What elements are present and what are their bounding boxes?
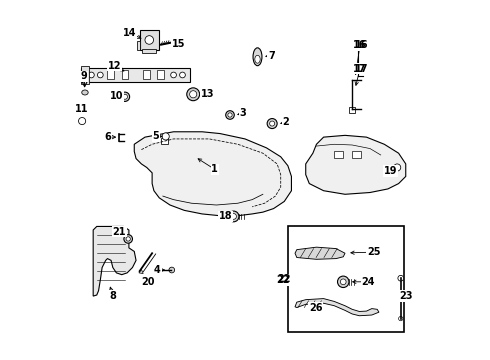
Text: 5: 5 [152,131,159,141]
Circle shape [171,72,176,78]
Circle shape [98,72,103,78]
Bar [352,152,361,158]
Bar [157,70,164,79]
Text: 10: 10 [110,91,123,101]
Text: 17: 17 [355,64,368,73]
Text: 13: 13 [201,89,214,99]
Text: 23: 23 [400,291,413,301]
Circle shape [89,72,94,78]
Bar [143,49,156,53]
Bar [122,70,128,79]
Text: 15: 15 [172,39,186,49]
Circle shape [121,92,130,102]
Text: 7: 7 [268,51,275,61]
Text: 14: 14 [123,28,137,38]
Bar [140,30,159,50]
Circle shape [190,91,197,98]
Text: 9: 9 [80,71,87,81]
Text: 16: 16 [355,40,368,50]
Circle shape [180,72,185,78]
Circle shape [126,237,130,241]
Circle shape [338,276,349,288]
Bar [348,108,355,113]
Bar [143,70,149,79]
Text: 17: 17 [353,64,367,73]
PathPatch shape [93,226,136,296]
Text: 2: 2 [283,117,290,127]
Text: 16: 16 [353,40,367,50]
Text: 21: 21 [113,227,126,237]
Text: 25: 25 [367,247,380,257]
Bar [334,152,343,158]
Circle shape [169,267,174,273]
Circle shape [122,94,127,99]
Bar [288,226,404,332]
Circle shape [231,213,237,219]
Text: 1: 1 [211,164,218,174]
Text: 24: 24 [362,277,375,287]
Ellipse shape [255,55,260,63]
Polygon shape [139,269,143,274]
PathPatch shape [295,298,379,316]
Ellipse shape [82,90,88,95]
Text: 26: 26 [309,303,322,313]
Circle shape [124,235,132,243]
Circle shape [162,133,169,140]
Text: 22: 22 [276,275,289,285]
Bar [161,138,168,144]
Circle shape [145,36,153,44]
Text: 11: 11 [74,104,88,114]
Text: 8: 8 [109,291,116,301]
Circle shape [187,88,199,101]
Circle shape [226,111,234,119]
Text: 20: 20 [141,277,154,287]
Text: 19: 19 [384,166,397,176]
Circle shape [228,113,232,117]
PathPatch shape [295,247,345,259]
Bar [137,41,140,50]
PathPatch shape [134,132,292,216]
Text: 12: 12 [108,61,122,71]
Text: 3: 3 [240,108,246,118]
Text: 4: 4 [154,265,161,275]
Text: 22: 22 [277,274,291,284]
Bar [81,66,89,84]
Bar [81,68,190,82]
Circle shape [270,121,275,126]
Circle shape [228,211,239,222]
Text: 18: 18 [219,211,232,221]
Circle shape [398,316,403,321]
Text: 6: 6 [104,132,111,142]
Circle shape [398,275,404,281]
Circle shape [393,164,401,171]
Bar [107,70,114,79]
Circle shape [78,117,86,125]
Circle shape [341,279,346,285]
Circle shape [267,118,277,129]
PathPatch shape [306,135,406,194]
Ellipse shape [253,48,262,66]
